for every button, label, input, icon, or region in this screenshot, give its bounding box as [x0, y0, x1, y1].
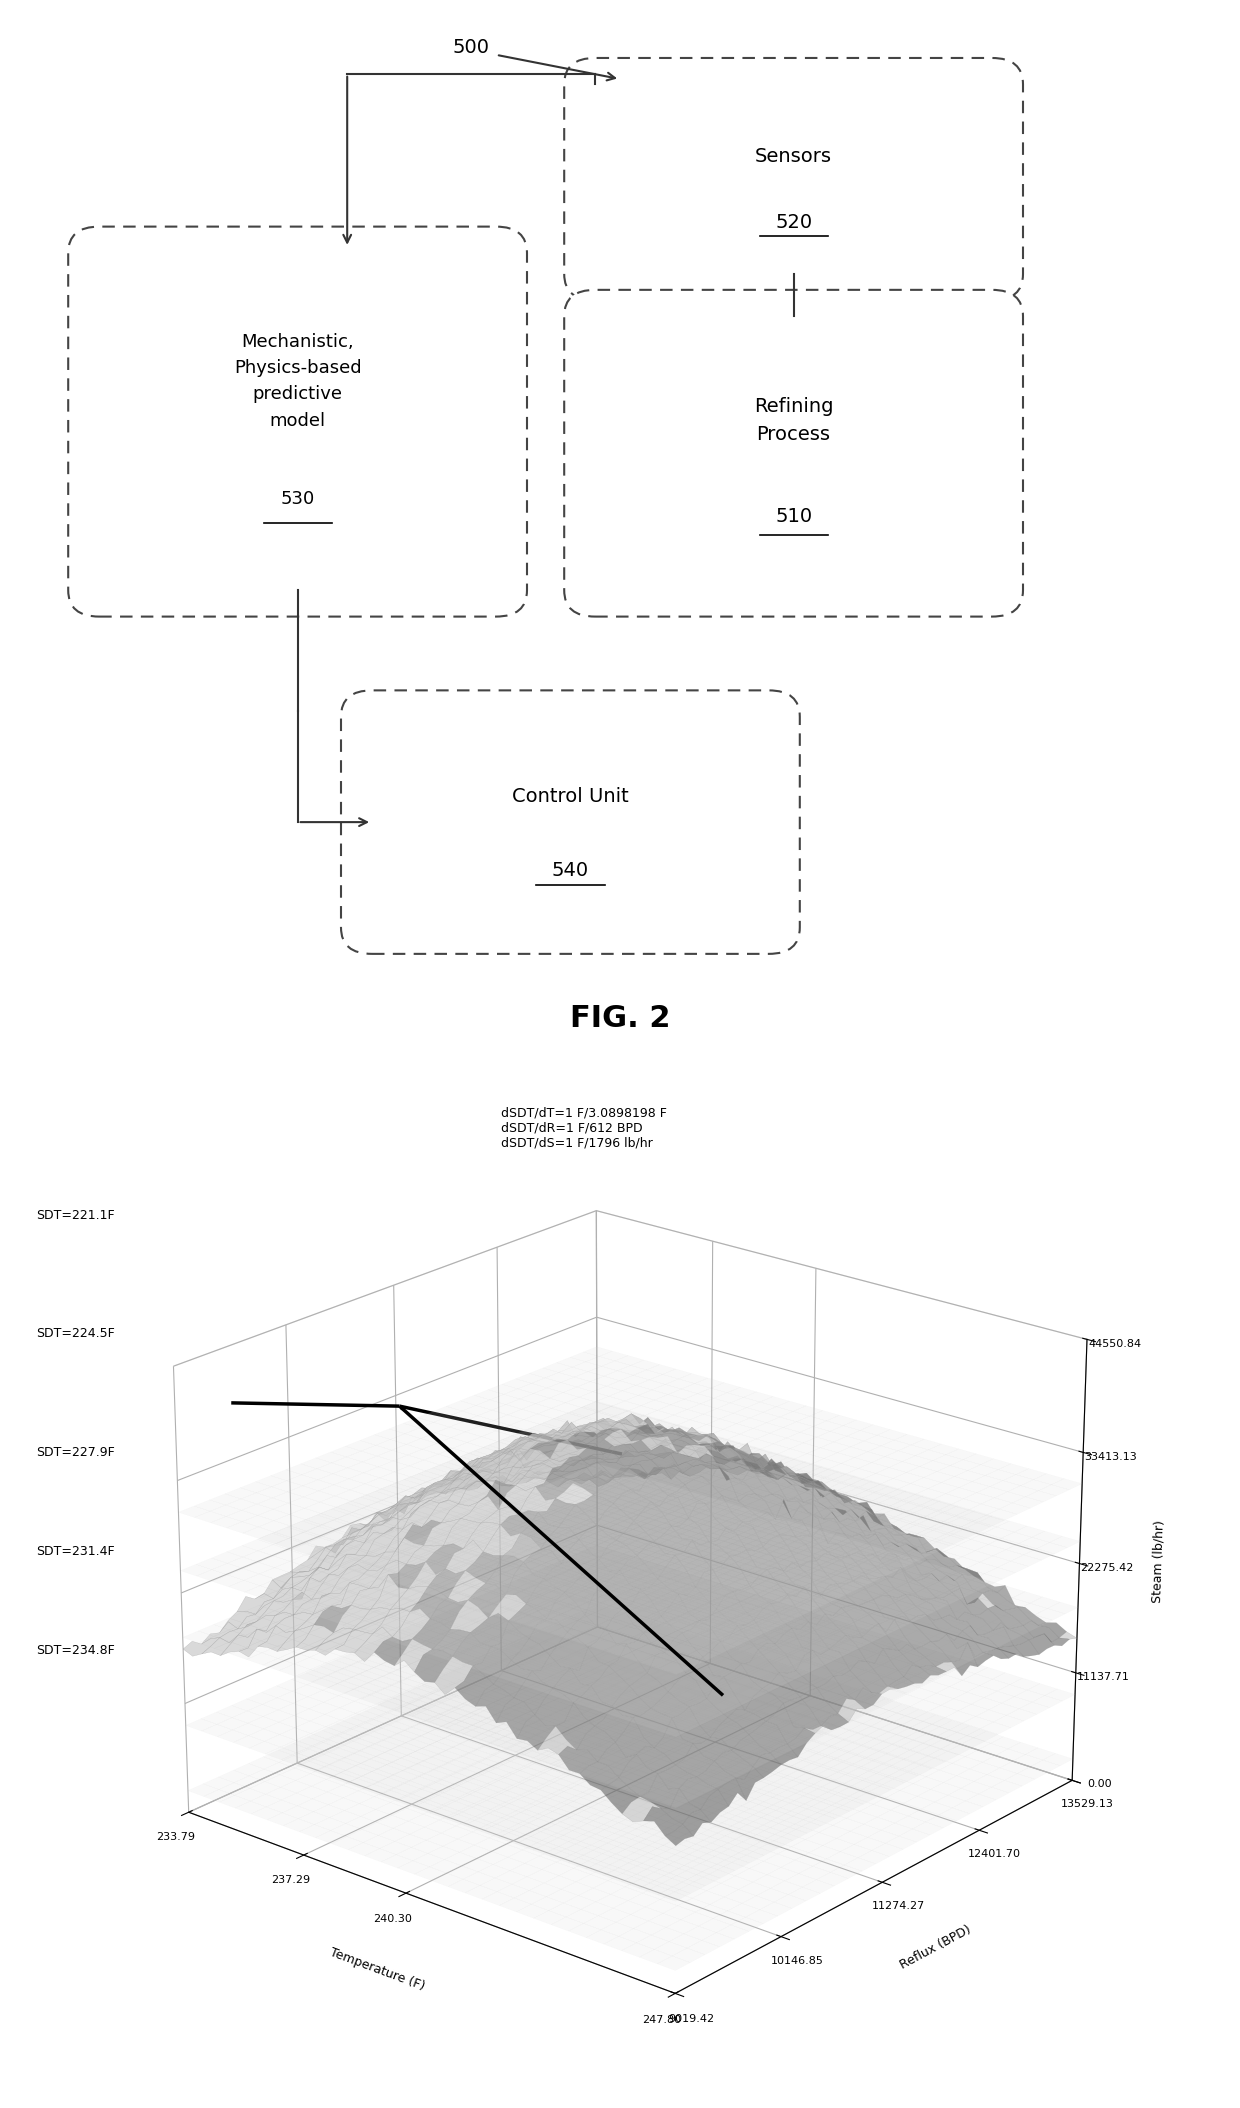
Text: Mechanistic,
Physics-based
predictive
model: Mechanistic, Physics-based predictive mo… — [234, 333, 361, 430]
FancyBboxPatch shape — [68, 228, 527, 618]
Text: SDT=234.8F: SDT=234.8F — [36, 1644, 115, 1657]
Text: dSDT/dT=1 F/3.0898198 F
dSDT/dR=1 F/612 BPD
dSDT/dS=1 F/1796 lb/hr: dSDT/dT=1 F/3.0898198 F dSDT/dR=1 F/612 … — [501, 1107, 667, 1149]
Text: SDT=231.4F: SDT=231.4F — [36, 1545, 115, 1558]
Text: Refining
Process: Refining Process — [754, 396, 833, 445]
Text: 540: 540 — [552, 860, 589, 881]
FancyBboxPatch shape — [564, 289, 1023, 618]
FancyBboxPatch shape — [564, 59, 1023, 299]
Y-axis label: Reflux (BPD): Reflux (BPD) — [898, 1922, 973, 1971]
Text: Control Unit: Control Unit — [512, 786, 629, 807]
Text: FIG. 2: FIG. 2 — [569, 1003, 671, 1033]
X-axis label: Temperature (F): Temperature (F) — [329, 1946, 427, 1992]
Text: Sensors: Sensors — [755, 148, 832, 167]
Text: 520: 520 — [775, 213, 812, 232]
Text: 510: 510 — [775, 506, 812, 525]
Text: 530: 530 — [280, 491, 315, 508]
Text: SDT=224.5F: SDT=224.5F — [36, 1328, 115, 1341]
FancyBboxPatch shape — [341, 689, 800, 953]
Text: SDT=227.9F: SDT=227.9F — [36, 1446, 115, 1459]
Text: 500: 500 — [453, 38, 490, 57]
Text: SDT=221.1F: SDT=221.1F — [36, 1208, 115, 1221]
